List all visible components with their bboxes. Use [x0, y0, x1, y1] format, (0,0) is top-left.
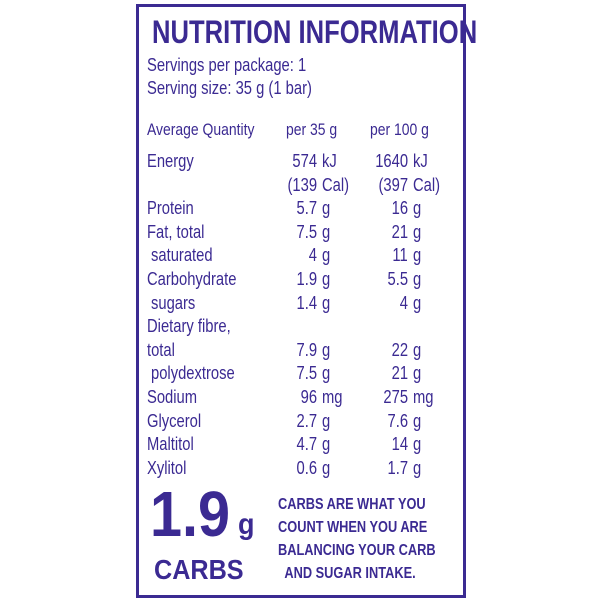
unit: g [413, 339, 422, 360]
column-header: Average Quantity [147, 120, 255, 139]
servings: Servings per package: 1 [147, 55, 307, 75]
row-label: Energy [147, 151, 194, 171]
amount: 14 [391, 434, 408, 455]
amount: 275 [383, 387, 408, 407]
amount: 11 [392, 245, 408, 266]
unit: mg [322, 387, 343, 407]
row-label: sugars [151, 292, 196, 313]
message-line: CARBS ARE WHAT YOU [278, 496, 426, 513]
unit: g [413, 221, 422, 242]
amount: 574 [292, 151, 317, 171]
unit: g [322, 363, 331, 384]
unit: g [322, 245, 331, 266]
amount: 21 [391, 363, 408, 384]
carbs-amount: 1.9 [150, 478, 231, 550]
amount: 0.6 [296, 457, 317, 478]
row-label: Dietary fibre, [147, 316, 231, 337]
amount: 5.7 [296, 198, 317, 219]
unit: g [322, 410, 331, 431]
column-header: per 35 g [286, 120, 338, 139]
message-line: COUNT WHEN YOU ARE [278, 519, 428, 536]
unit: g [322, 292, 331, 313]
row-label: Fat, total [147, 221, 205, 242]
amount: 1640 [375, 151, 408, 171]
amount: 7.5 [296, 221, 317, 242]
unit: g [322, 269, 331, 289]
amount: 22 [391, 339, 408, 360]
unit: kJ [413, 151, 428, 171]
amount: 1.4 [296, 292, 317, 313]
amount: 4 [399, 292, 408, 313]
unit: g [322, 198, 331, 219]
unit: g [413, 363, 422, 384]
unit: mg [413, 387, 434, 407]
title: NUTRITION INFORMATION [152, 14, 478, 50]
unit: Cal) [322, 174, 350, 195]
amount: (397 [378, 174, 408, 195]
row-label: polydextrose [151, 363, 235, 384]
row-label: Protein [147, 198, 194, 219]
message-line: BALANCING YOUR CARB [278, 542, 436, 559]
amount: 7.5 [296, 363, 317, 384]
unit: g [413, 292, 422, 313]
carbs-unit: g [238, 508, 255, 541]
carbs-label: CARBS [154, 554, 244, 585]
row-label: Xylitol [147, 457, 187, 478]
serving-size: Serving size: 35 g (1 bar) [147, 78, 312, 98]
unit: g [413, 245, 422, 266]
unit: g [413, 269, 422, 289]
amount: 7.6 [387, 410, 408, 431]
row-label: total [147, 339, 175, 360]
amount: 96 [300, 387, 317, 407]
amount: 1.7 [387, 457, 408, 478]
amount: 4.7 [296, 434, 317, 455]
row-label: Sodium [147, 387, 198, 407]
unit: g [413, 198, 422, 219]
unit: g [413, 434, 422, 455]
unit: g [322, 339, 331, 360]
unit: g [413, 457, 422, 478]
amount: 4 [308, 245, 317, 266]
label-border [136, 4, 466, 598]
unit: kJ [322, 151, 337, 171]
amount: 16 [391, 198, 408, 219]
column-header: per 100 g [370, 120, 429, 139]
row-label: Maltitol [147, 434, 194, 455]
amount: (139 [287, 174, 317, 195]
row-label: saturated [151, 245, 213, 266]
unit: g [322, 434, 331, 455]
unit: g [322, 457, 331, 478]
row-label: Carbohydrate [147, 269, 237, 289]
amount: 1.9 [296, 269, 317, 289]
amount: 7.9 [296, 339, 317, 360]
amount: 21 [391, 221, 408, 242]
unit: g [413, 410, 422, 431]
unit: Cal) [413, 174, 441, 195]
unit: g [322, 221, 331, 242]
amount: 5.5 [387, 269, 408, 289]
amount: 2.7 [296, 410, 317, 431]
message-line: AND SUGAR INTAKE. [284, 565, 416, 582]
row-label: Glycerol [147, 410, 202, 431]
